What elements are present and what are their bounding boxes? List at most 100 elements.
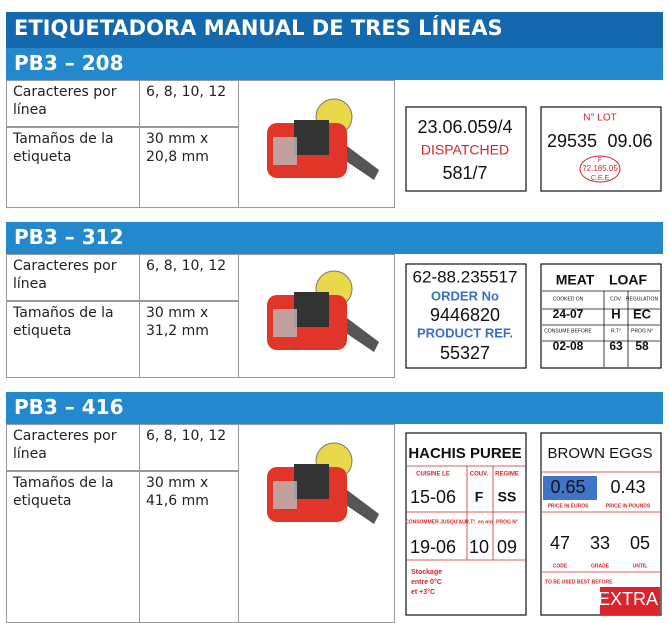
- sample-label: BROWN EGGS 0.65 0.43 PRICE IN EUROS PRICE IN…: [540, 432, 662, 616]
- labeler-photo: [267, 98, 379, 180]
- label-border: [405, 432, 527, 616]
- label-text: PRODUCT REF.: [417, 325, 513, 340]
- label-text: PROG N°: [496, 519, 518, 525]
- label-text: F: [598, 157, 602, 164]
- label-text: A CONSOMMER JUSQU'AU: [405, 519, 466, 525]
- section-heading: PB3 – 312: [6, 222, 663, 254]
- label-text: N° LOT: [583, 113, 616, 124]
- image-cell: [238, 80, 395, 208]
- label-text: 9446820: [430, 305, 500, 325]
- sample-label: 23.06.059/4 DISPATCHED 581/7: [405, 106, 527, 192]
- label-text: UNTIL: [633, 563, 648, 569]
- label-text: 0.43: [610, 477, 645, 497]
- label-text: 09.06: [607, 131, 652, 151]
- section-heading: PB3 – 416: [6, 392, 663, 424]
- labeler-photo: [267, 270, 379, 352]
- label-text: TO BE USED BEST BEFORE: [545, 579, 613, 585]
- label-text: 63: [609, 339, 623, 353]
- section-heading: PB3 – 208: [6, 48, 663, 80]
- image-cell: [238, 424, 395, 623]
- spec-label: Tamaños de la etiqueta: [6, 301, 140, 378]
- label-text: H: [611, 306, 620, 321]
- label-text: HACHIS PUREE: [408, 445, 521, 462]
- label-text: entre 0°C: [411, 578, 442, 586]
- label-text: R.T°: [611, 328, 621, 334]
- label-text: COOKED ON: [553, 296, 584, 302]
- label-text: C.E.E: [591, 175, 610, 182]
- label-text: EC: [633, 306, 652, 321]
- print-head: [294, 292, 329, 327]
- label-text: et +3°C: [411, 588, 435, 596]
- label-text: BROWN EGGS: [547, 445, 652, 462]
- label-text: COUV.: [470, 472, 489, 478]
- labeler-photo: [267, 442, 379, 524]
- label-text: 24-07: [553, 307, 584, 321]
- label-text: 02-08: [553, 339, 584, 353]
- label-text: ORDER No: [431, 288, 499, 303]
- label-text: 23.06.059/4: [417, 117, 512, 137]
- spec-value: 6, 8, 10, 12: [139, 254, 239, 301]
- window: [273, 309, 297, 337]
- label-text: REGIME: [495, 472, 519, 478]
- label-text: 29535: [547, 131, 597, 151]
- label-text: CODE: [553, 563, 568, 569]
- highlight: [543, 476, 597, 500]
- window: [273, 137, 297, 165]
- image-cell: [238, 254, 395, 378]
- label-border: [540, 432, 662, 616]
- label-text: Stockage: [411, 569, 442, 576]
- label-text: 33: [590, 533, 610, 553]
- label-text: GRADE: [591, 563, 610, 569]
- spec-label: Tamaños de la etiqueta: [6, 471, 140, 623]
- label-text: SS: [498, 489, 517, 505]
- label-text: 55327: [440, 343, 490, 363]
- label-text: 62-88.235517: [413, 267, 518, 286]
- spec-value: 30 mm x 20,8 mm: [139, 127, 239, 208]
- label-text: PRICE IN EUROS: [548, 503, 590, 509]
- label-text: PROG N°: [631, 328, 653, 334]
- label-text: COV.: [610, 296, 622, 302]
- badge: [600, 587, 660, 615]
- print-head: [294, 464, 329, 499]
- label-text: PRICE IN POUNDS: [606, 503, 651, 509]
- label-border: [405, 263, 527, 369]
- spec-label: Caracteres por línea: [6, 424, 140, 471]
- page-title: ETIQUETADORA MANUAL DE TRES LÍNEAS: [6, 12, 663, 48]
- label-text: 72.185.05: [582, 164, 618, 173]
- spec-value: 30 mm x 41,6 mm: [139, 471, 239, 623]
- label-text: 05: [630, 533, 650, 553]
- label-text: EXTRA: [598, 589, 658, 609]
- print-head: [294, 120, 329, 155]
- label-text: 47: [550, 533, 570, 553]
- label-text: CONSUME BEFORE: [544, 328, 592, 334]
- sample-label: N° LOT 29535 09.06 F72.185.05 C.E.E: [540, 106, 662, 192]
- label-border: [540, 106, 662, 192]
- label-text: 0.65: [550, 477, 585, 497]
- label-text: 19-06: [410, 537, 456, 557]
- label-border: [540, 263, 662, 369]
- label-text: CUISINE LE: [416, 472, 450, 478]
- spec-value: 6, 8, 10, 12: [139, 424, 239, 471]
- spec-label: Caracteres por línea: [6, 80, 140, 127]
- label-text: 10: [469, 537, 489, 557]
- spec-value: 6, 8, 10, 12: [139, 80, 239, 127]
- label-text: 581/7: [442, 163, 487, 183]
- label-text: MEAT: [556, 272, 595, 288]
- label-text: LOAF: [609, 272, 648, 288]
- label-text: DISPATCHED: [421, 142, 509, 158]
- label-text: 09: [497, 537, 517, 557]
- stamp: [579, 155, 621, 183]
- window: [273, 481, 297, 509]
- spec-label: Tamaños de la etiqueta: [6, 127, 140, 208]
- label-border: [405, 106, 527, 192]
- label-text: R.T°. en mn: [465, 519, 493, 525]
- spec-label: Caracteres por línea: [6, 254, 140, 301]
- sample-label: MEAT LOAF COOKED ON COV. REGULATION 24-07 H EC C…: [540, 263, 662, 369]
- spec-value: 30 mm x 31,2 mm: [139, 301, 239, 378]
- label-text: 15-06: [410, 487, 456, 507]
- label-text: F: [475, 489, 484, 505]
- label-text: REGULATION: [626, 296, 659, 302]
